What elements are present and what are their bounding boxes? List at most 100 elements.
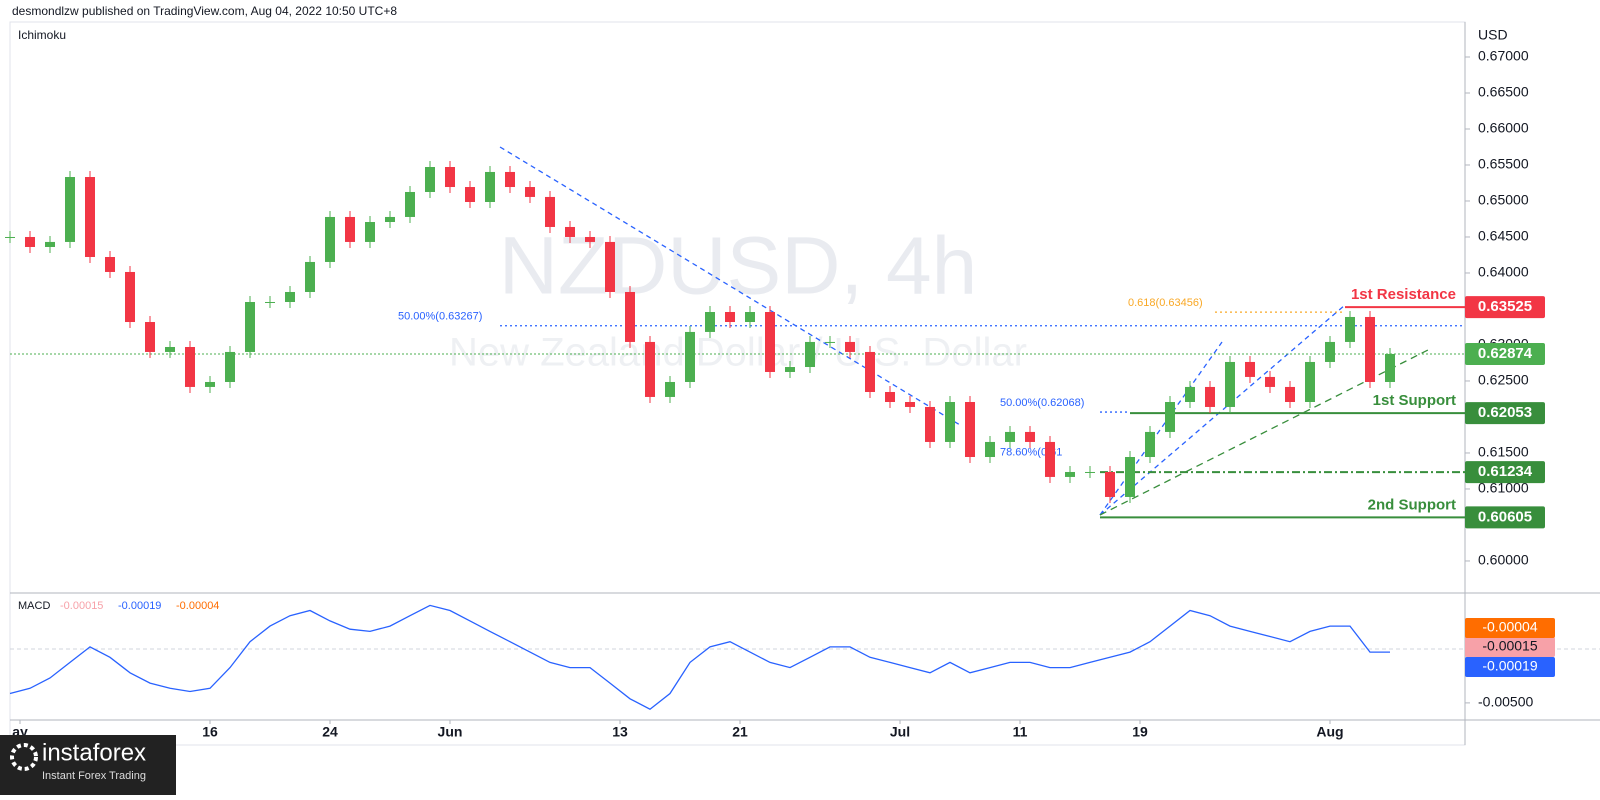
candle: [885, 391, 895, 402]
logo-name: instaforex: [42, 739, 146, 766]
currency-label: USD: [1478, 27, 1508, 43]
fib-label: 50.00%(0.63267): [398, 311, 482, 323]
level-name: 1st Support: [1373, 392, 1456, 409]
candle: [525, 187, 535, 197]
indicator-label: Ichimoku: [18, 28, 66, 42]
macd-tag-label: -0.00015: [1482, 638, 1537, 654]
price-tag: [1465, 506, 1545, 529]
candle: [25, 236, 35, 247]
candle: [1225, 361, 1235, 407]
logo-bg: [0, 735, 176, 795]
candle: [465, 187, 475, 202]
candle: [105, 256, 115, 272]
macd-tag-label: -0.00004: [1482, 619, 1537, 635]
candle: [1065, 471, 1075, 477]
y-tick-label: 0.67000: [1478, 48, 1529, 64]
candle: [1345, 316, 1355, 342]
y-tick-label: -0.00500: [1478, 694, 1533, 710]
candle: [985, 441, 995, 458]
candle: [585, 236, 595, 242]
y-tick-label: 0.65500: [1478, 156, 1529, 172]
candle: [165, 346, 175, 352]
candle: [405, 191, 415, 217]
price-tag: [1465, 296, 1545, 319]
candle: [1305, 361, 1315, 402]
price-tag-label: 0.62053: [1478, 404, 1532, 421]
macd-legend-value: -0.00015: [60, 600, 103, 612]
x-tick-label: 11: [1013, 724, 1028, 740]
candle: [1385, 353, 1395, 382]
candle: [805, 341, 815, 368]
candle: [1285, 386, 1295, 402]
candle: [625, 291, 635, 342]
price-tag: [1465, 343, 1545, 366]
y-tick-label: 0.60000: [1478, 552, 1529, 568]
candle: [425, 167, 435, 192]
x-tick-label: 24: [322, 724, 338, 740]
candle: [945, 402, 955, 442]
candle: [565, 226, 575, 237]
candle: [1165, 402, 1175, 432]
x-tick-label: Jun: [438, 724, 463, 740]
price-tag-label: 0.62874: [1478, 345, 1533, 362]
candle: [205, 381, 215, 387]
fib-label: 0.618(0.63456): [1128, 297, 1203, 309]
x-tick-label: 13: [612, 724, 628, 740]
candle: [265, 301, 275, 303]
y-tick-label: 0.64000: [1478, 264, 1529, 280]
candle: [745, 312, 755, 323]
macd-tag: [1465, 637, 1555, 657]
candle: [65, 177, 75, 242]
candle: [485, 171, 495, 202]
candle: [765, 312, 775, 372]
candle: [445, 167, 455, 188]
candle: [125, 271, 135, 323]
y-tick-label: 0.64500: [1478, 228, 1529, 244]
candle: [145, 322, 155, 352]
candle: [645, 341, 655, 397]
candle: [325, 216, 335, 262]
candle: [825, 341, 835, 343]
y-tick-label: 0.66000: [1478, 120, 1529, 136]
candle: [5, 236, 15, 238]
candle: [545, 196, 555, 227]
candle: [85, 177, 95, 257]
candle: [685, 331, 695, 382]
price-tag-label: 0.61234: [1478, 463, 1533, 480]
macd-tag: [1465, 618, 1555, 638]
candle: [285, 291, 295, 302]
price-tag-label: 0.60605: [1478, 508, 1532, 525]
candle: [1085, 471, 1095, 473]
watermark-title: NZDUSD, 4h: [499, 221, 977, 312]
candle: [385, 216, 395, 223]
logo-icon: [10, 743, 38, 771]
candle: [1105, 471, 1115, 497]
y-tick-label: 0.61500: [1478, 444, 1529, 460]
candle: [705, 312, 715, 332]
candle: [45, 241, 55, 247]
candle: [725, 312, 735, 323]
watermark-subtitle: New Zealand Dollar / U.S. Dollar: [449, 331, 1027, 375]
candle: [1365, 316, 1375, 382]
candle: [785, 367, 795, 372]
candle: [665, 381, 675, 397]
candle: [925, 406, 935, 442]
logo: instaforex Instant Forex Trading: [0, 735, 176, 795]
candle: [845, 341, 855, 352]
candle: [345, 216, 355, 242]
candle: [365, 222, 375, 242]
candle: [605, 241, 615, 292]
logo-tagline: Instant Forex Trading: [42, 770, 146, 782]
x-tick-label: Aug: [1316, 724, 1343, 740]
candle: [1125, 457, 1135, 497]
y-tick-label: 0.66500: [1478, 84, 1529, 100]
header: desmondlzw published on TradingView.com,…: [12, 4, 397, 18]
macd-tag: [1465, 657, 1555, 677]
candle: [185, 346, 195, 387]
y-tick-label: 0.61000: [1478, 480, 1529, 496]
candle: [305, 261, 315, 292]
macd-line: [9, 604, 1390, 710]
